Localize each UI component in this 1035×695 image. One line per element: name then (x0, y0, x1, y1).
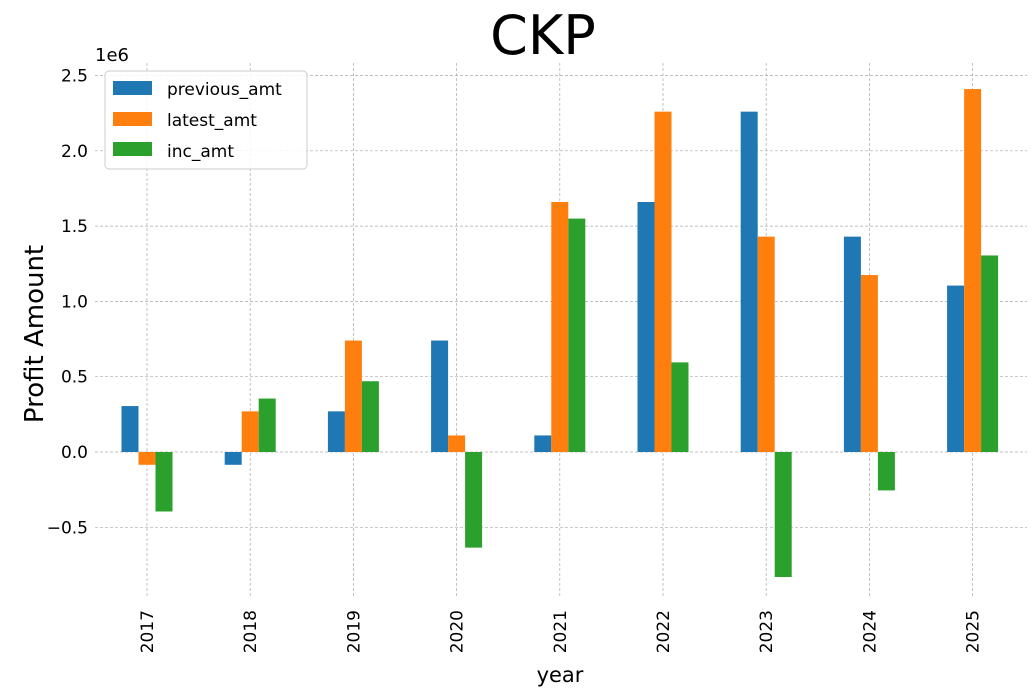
y-axis-label: Profit Amount (20, 245, 50, 423)
bars (121, 89, 999, 577)
bar-latest-amt (654, 111, 672, 453)
legend-swatch-inc-amt (113, 142, 152, 156)
bar-inc-amt (361, 381, 379, 452)
bar-previous-amt (224, 452, 242, 465)
bar-latest-amt (860, 275, 878, 452)
x-tick-label: 2019 (344, 610, 364, 653)
y-tick-label: −0.5 (47, 518, 88, 538)
bar-latest-amt (344, 340, 362, 452)
bar-previous-amt (327, 411, 345, 452)
legend-swatch-latest-amt (113, 112, 152, 126)
x-tick-label: 2021 (551, 610, 571, 653)
legend-swatch-previous-amt (113, 81, 152, 95)
y-tick-label: 2.5 (61, 67, 88, 87)
bar-inc-amt (155, 452, 173, 512)
x-tick-label: 2022 (654, 610, 674, 653)
legend: previous_amt latest_amt inc_amt (104, 70, 308, 170)
bar-inc-amt (671, 362, 689, 452)
x-tick-label: 2020 (448, 610, 468, 653)
y-tick-label: 1.0 (61, 292, 88, 312)
legend-label-inc-amt: inc_amt (167, 142, 234, 162)
bar-latest-amt (757, 236, 775, 452)
bar-latest-amt (448, 435, 466, 452)
x-tick-label: 2017 (138, 610, 158, 653)
bar-previous-amt (534, 435, 552, 452)
x-tick-label: 2024 (860, 610, 880, 653)
y-tick-label: 0.0 (61, 443, 88, 463)
bar-previous-amt (947, 285, 965, 452)
y-tick-label: 1.5 (61, 217, 88, 237)
x-tick-label: 2025 (964, 610, 984, 653)
legend-label-previous-amt: previous_amt (167, 80, 282, 100)
y-tick-label: 2.0 (61, 142, 88, 162)
x-axis-ticks: 2017 2018 2019 2020 2021 2022 2023 2024 2025 (138, 610, 984, 653)
bar-inc-amt (981, 255, 999, 452)
x-axis-label: year (537, 663, 584, 687)
bar-previous-amt (431, 340, 449, 452)
legend-frame (104, 70, 308, 170)
bar-inc-amt (877, 452, 895, 491)
bar-previous-amt (740, 111, 758, 453)
y-tick-label: 0.5 (61, 368, 88, 388)
y-axis-scale-label: 1e6 (95, 45, 129, 66)
bar-inc-amt (258, 398, 276, 452)
bar-latest-amt (964, 89, 982, 452)
bar-previous-amt (637, 202, 655, 452)
bar-latest-amt (241, 411, 259, 452)
bar-latest-amt (138, 452, 156, 465)
bar-inc-amt (465, 452, 483, 548)
bar-previous-amt (843, 236, 861, 452)
x-tick-label: 2018 (241, 610, 261, 653)
chart-title: CKP (490, 4, 596, 67)
bar-latest-amt (551, 202, 569, 452)
y-axis-ticks: −0.5 0.0 0.5 1.0 1.5 2.0 2.5 (47, 67, 88, 539)
bar-previous-amt (121, 406, 139, 452)
legend-label-latest-amt: latest_amt (167, 111, 257, 131)
x-tick-label: 2023 (757, 610, 777, 653)
bar-inc-amt (568, 218, 586, 452)
bar-inc-amt (774, 452, 792, 577)
